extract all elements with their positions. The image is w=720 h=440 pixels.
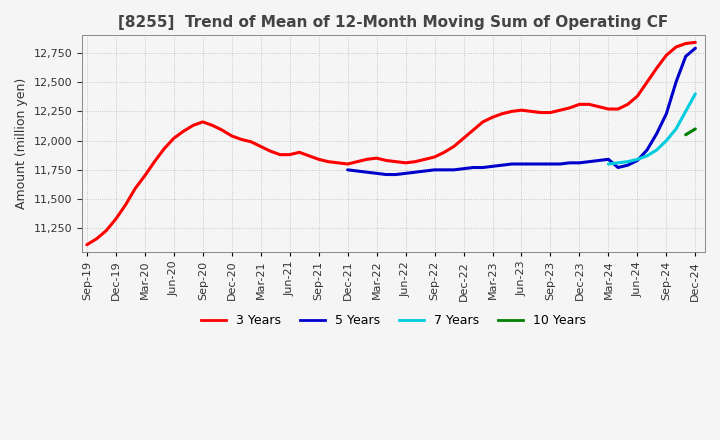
5 Years: [420, 169, 429, 174]
5 Years: [440, 167, 449, 172]
5 Years: [382, 172, 390, 177]
3 Years: [160, 146, 168, 151]
5 Years: [431, 167, 439, 172]
5 Years: [585, 159, 593, 164]
5 Years: [353, 169, 361, 174]
7 Years: [624, 159, 632, 164]
5 Years: [459, 166, 468, 171]
5 Years: [372, 171, 381, 176]
5 Years: [449, 167, 458, 172]
10 Years: [681, 132, 690, 137]
5 Years: [652, 131, 661, 136]
5 Years: [343, 167, 352, 172]
Legend: 3 Years, 5 Years, 7 Years, 10 Years: 3 Years, 5 Years, 7 Years, 10 Years: [197, 309, 591, 332]
3 Years: [469, 128, 477, 133]
5 Years: [392, 172, 400, 177]
Line: 10 Years: 10 Years: [685, 129, 696, 135]
5 Years: [363, 169, 372, 175]
Y-axis label: Amount (million yen): Amount (million yen): [15, 78, 28, 209]
Line: 7 Years: 7 Years: [608, 94, 696, 164]
7 Years: [643, 153, 652, 158]
5 Years: [565, 160, 574, 165]
5 Years: [498, 162, 506, 168]
7 Years: [633, 157, 642, 162]
7 Years: [662, 138, 671, 143]
Line: 3 Years: 3 Years: [87, 42, 696, 245]
5 Years: [517, 161, 526, 167]
5 Years: [691, 46, 700, 51]
Line: 5 Years: 5 Years: [348, 48, 696, 175]
5 Years: [595, 158, 603, 163]
7 Years: [604, 161, 613, 167]
3 Years: [420, 157, 429, 162]
Title: [8255]  Trend of Mean of 12-Month Moving Sum of Operating CF: [8255] Trend of Mean of 12-Month Moving …: [118, 15, 669, 30]
3 Years: [479, 119, 487, 125]
3 Years: [382, 158, 390, 163]
5 Years: [411, 169, 420, 175]
10 Years: [691, 126, 700, 132]
3 Years: [691, 40, 700, 45]
5 Years: [662, 111, 671, 116]
7 Years: [613, 160, 622, 165]
3 Years: [83, 242, 91, 247]
5 Years: [556, 161, 564, 167]
5 Years: [488, 164, 497, 169]
3 Years: [333, 160, 342, 165]
5 Years: [575, 160, 584, 165]
7 Years: [691, 91, 700, 96]
5 Years: [536, 161, 545, 167]
5 Years: [527, 161, 536, 167]
5 Years: [401, 171, 410, 176]
5 Years: [469, 165, 477, 170]
7 Years: [672, 126, 680, 132]
5 Years: [479, 165, 487, 170]
7 Years: [652, 147, 661, 153]
5 Years: [613, 165, 622, 170]
5 Years: [624, 162, 632, 168]
5 Years: [633, 158, 642, 163]
5 Years: [643, 147, 652, 153]
5 Years: [508, 161, 516, 167]
5 Years: [546, 161, 555, 167]
5 Years: [604, 157, 613, 162]
5 Years: [681, 54, 690, 59]
5 Years: [672, 80, 680, 85]
7 Years: [681, 109, 690, 114]
